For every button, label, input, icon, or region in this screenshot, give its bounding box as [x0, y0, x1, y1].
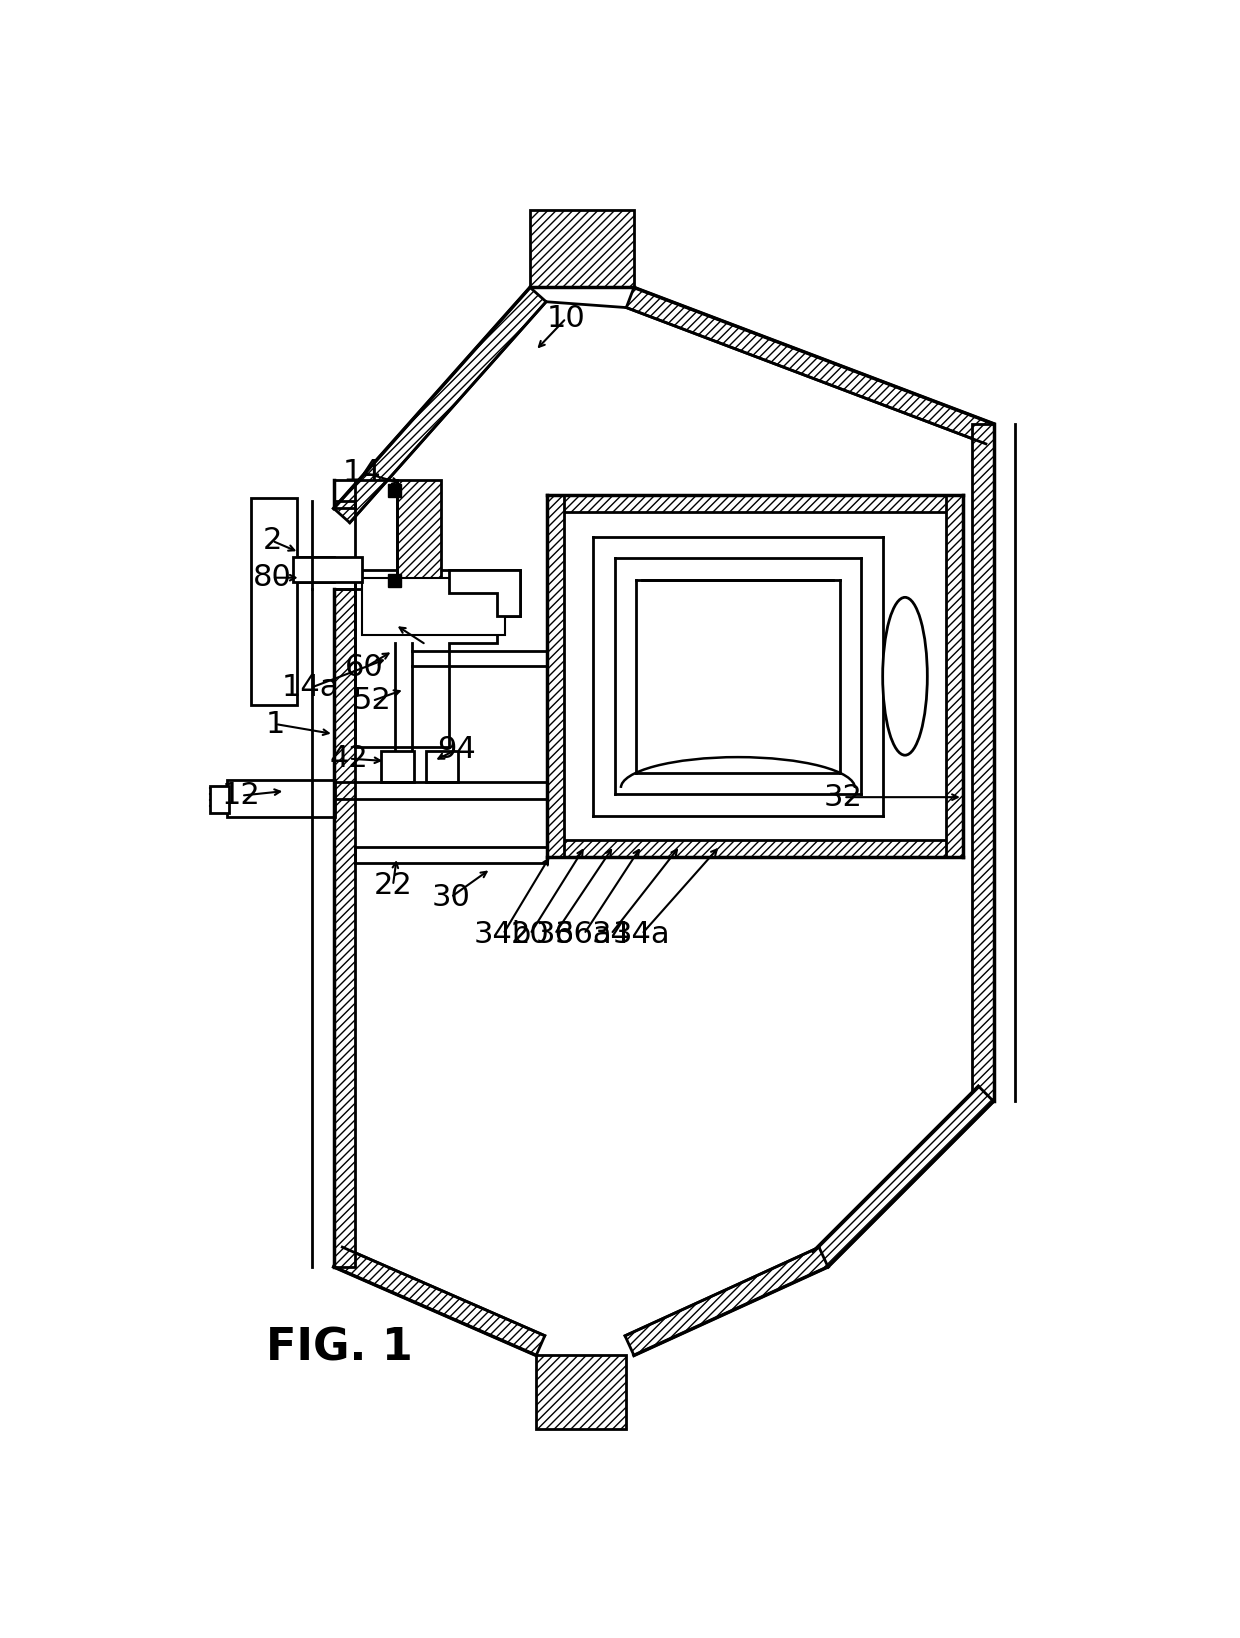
- Text: 60: 60: [345, 654, 384, 683]
- Text: 94: 94: [438, 735, 476, 763]
- Bar: [547, 840, 962, 857]
- Text: 34: 34: [591, 919, 630, 948]
- Text: 52: 52: [353, 686, 392, 716]
- Text: 20: 20: [511, 919, 549, 948]
- Text: 36a: 36a: [556, 919, 613, 948]
- Polygon shape: [334, 287, 546, 523]
- Polygon shape: [625, 1247, 828, 1355]
- Text: 2: 2: [263, 526, 281, 555]
- Ellipse shape: [883, 598, 928, 755]
- Text: 36: 36: [536, 919, 574, 948]
- Text: 34b: 34b: [474, 919, 532, 948]
- Bar: [227, 780, 335, 817]
- Text: 80: 80: [253, 563, 291, 593]
- Text: 30: 30: [432, 883, 470, 912]
- Bar: [362, 578, 505, 636]
- Polygon shape: [334, 1247, 544, 1355]
- Text: FIG. 1: FIG. 1: [265, 1327, 413, 1369]
- Bar: [388, 573, 402, 586]
- Polygon shape: [355, 570, 520, 747]
- Text: 14: 14: [342, 457, 382, 486]
- Bar: [946, 495, 962, 857]
- Text: 12: 12: [222, 781, 260, 811]
- Text: 10: 10: [547, 303, 585, 333]
- Polygon shape: [626, 287, 993, 444]
- Bar: [211, 786, 229, 812]
- Polygon shape: [972, 424, 993, 1101]
- Bar: [536, 1355, 626, 1428]
- Bar: [382, 750, 414, 781]
- Bar: [427, 750, 459, 781]
- Polygon shape: [812, 1086, 993, 1266]
- Bar: [293, 557, 362, 581]
- Bar: [529, 210, 634, 287]
- Text: 42: 42: [330, 744, 368, 773]
- Polygon shape: [334, 501, 355, 508]
- Polygon shape: [449, 570, 520, 616]
- Text: 22: 22: [373, 871, 413, 901]
- Polygon shape: [397, 480, 441, 590]
- Bar: [547, 495, 564, 857]
- Polygon shape: [334, 590, 355, 1266]
- Bar: [547, 495, 962, 513]
- Text: 1: 1: [265, 709, 285, 739]
- Bar: [250, 498, 296, 704]
- Text: 34a: 34a: [613, 919, 671, 948]
- Bar: [388, 483, 402, 496]
- Text: 14a: 14a: [281, 673, 340, 703]
- Text: 32: 32: [823, 783, 863, 812]
